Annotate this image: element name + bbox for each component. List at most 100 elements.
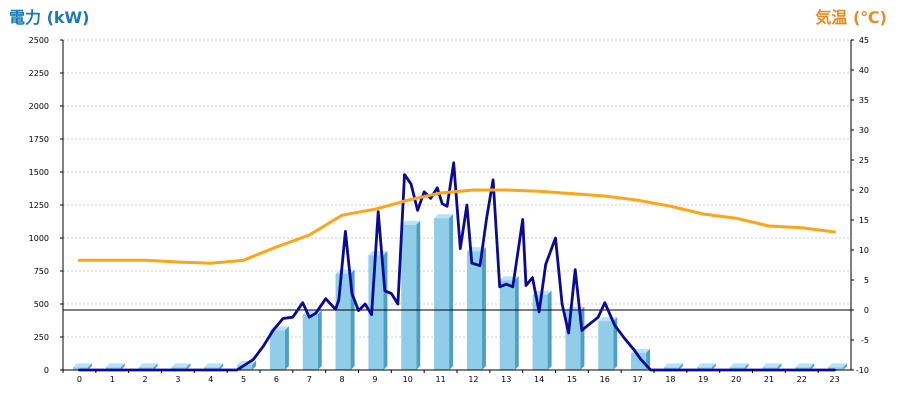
bar <box>499 276 519 370</box>
left-axis-title: 電力 (kW) <box>9 8 90 27</box>
bar-side <box>186 363 191 370</box>
bar-top <box>171 363 191 368</box>
bar-front <box>631 352 647 370</box>
bar-side <box>744 363 749 370</box>
x-tick-label: 14 <box>534 375 544 384</box>
bar-top <box>729 363 749 368</box>
right-tick-label: 15 <box>859 216 869 225</box>
bar <box>466 247 486 370</box>
right-axis-title: 気温 (℃) <box>815 8 887 27</box>
left-tick-label: 1750 <box>29 135 49 144</box>
x-tick-label: 18 <box>665 375 675 384</box>
bar-side <box>449 214 454 370</box>
right-tick-label: 35 <box>859 96 869 105</box>
x-tick-label: 19 <box>698 375 708 384</box>
right-tick-label: 30 <box>859 126 869 135</box>
x-tick-label: 7 <box>307 375 312 384</box>
bar <box>532 290 552 370</box>
bar-front <box>302 314 318 370</box>
x-tick-label: 1 <box>110 375 115 384</box>
right-tick-label: -10 <box>856 366 869 375</box>
bar-side <box>481 247 486 370</box>
bar-top <box>663 363 683 368</box>
x-tick-label: 9 <box>372 375 377 384</box>
left-tick-label: 2250 <box>29 69 49 78</box>
bar-top <box>72 363 92 368</box>
x-tick-label: 22 <box>797 375 807 384</box>
bar-front <box>434 218 450 370</box>
bar-front <box>237 364 253 370</box>
bar-front <box>532 294 548 370</box>
left-tick-label: 1250 <box>29 201 49 210</box>
temperature-line <box>77 188 837 265</box>
bar-front <box>598 321 614 370</box>
bar-front <box>499 280 515 370</box>
bar-front <box>828 367 844 370</box>
tick-labels: 02505007501000125015001750200022502500-1… <box>29 36 869 384</box>
bar <box>269 326 289 370</box>
left-tick-label: 250 <box>34 333 49 342</box>
bar-side <box>711 363 716 370</box>
bar-front <box>335 273 351 370</box>
x-tick-label: 4 <box>208 375 213 384</box>
bar-top <box>434 214 454 219</box>
bar-side <box>252 360 257 370</box>
bar-side <box>843 363 848 370</box>
x-tick-label: 15 <box>567 375 577 384</box>
bar-top <box>138 363 158 368</box>
bar-front <box>401 224 417 370</box>
x-tick-label: 13 <box>501 375 511 384</box>
x-tick-label: 5 <box>241 375 246 384</box>
bar-top <box>762 363 782 368</box>
bar <box>598 317 618 370</box>
bar-side <box>613 317 618 370</box>
bar-top <box>795 363 815 368</box>
bar-side <box>547 290 552 370</box>
right-tick-label: 0 <box>864 306 869 315</box>
x-tick-label: 10 <box>403 375 413 384</box>
bar <box>828 363 848 370</box>
bar <box>302 310 322 370</box>
power-line <box>78 161 836 372</box>
bar-top <box>828 363 848 368</box>
right-tick-label: 25 <box>859 156 869 165</box>
bar-top <box>105 363 125 368</box>
right-tick-label: 20 <box>859 186 869 195</box>
bar-side <box>87 363 92 370</box>
bar <box>631 348 651 370</box>
left-tick-label: 1500 <box>29 168 49 177</box>
x-tick-label: 8 <box>340 375 345 384</box>
left-tick-label: 750 <box>34 267 49 276</box>
bar-side <box>416 220 421 370</box>
bar-front <box>269 330 285 370</box>
left-tick-label: 1000 <box>29 234 49 243</box>
bar <box>401 220 421 370</box>
bar-side <box>284 326 289 370</box>
bar-front <box>565 310 581 370</box>
right-tick-label: 10 <box>859 246 869 255</box>
right-tick-label: 5 <box>864 276 869 285</box>
left-tick-label: 500 <box>34 300 49 309</box>
x-tick-label: 21 <box>764 375 774 384</box>
bar-side <box>678 363 683 370</box>
gridlines <box>63 39 851 338</box>
right-tick-label: 40 <box>859 66 869 75</box>
x-tick-label: 3 <box>175 375 180 384</box>
bar-side <box>153 363 158 370</box>
left-tick-label: 2500 <box>29 36 49 45</box>
left-tick-label: 0 <box>44 366 49 375</box>
bar-side <box>219 363 224 370</box>
bar-side <box>777 363 782 370</box>
right-tick-label: -5 <box>861 336 869 345</box>
right-tick-label: 45 <box>859 36 869 45</box>
x-tick-label: 6 <box>274 375 279 384</box>
bar-side <box>810 363 815 370</box>
x-tick-label: 23 <box>829 375 839 384</box>
bar-front <box>466 251 482 370</box>
bar-side <box>514 276 519 370</box>
line-series <box>77 161 837 372</box>
left-tick-label: 2000 <box>29 102 49 111</box>
bar <box>434 214 454 370</box>
bar-side <box>317 310 322 370</box>
x-tick-label: 17 <box>632 375 642 384</box>
